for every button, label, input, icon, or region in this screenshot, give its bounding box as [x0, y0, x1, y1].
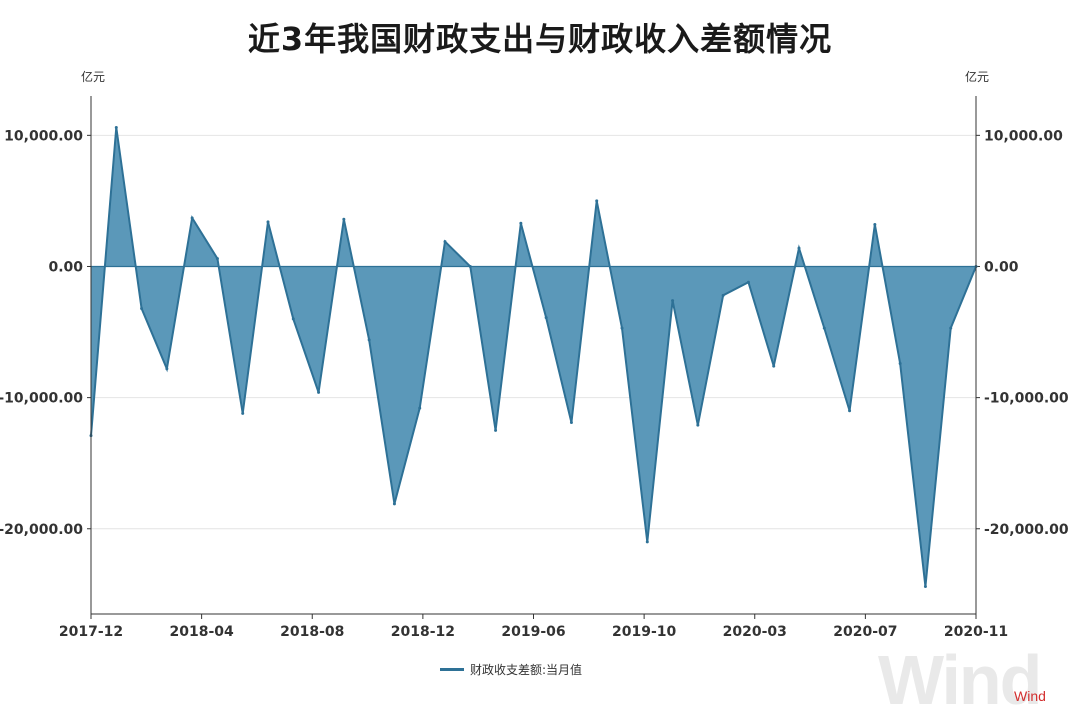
- wind-brand: Wind: [1014, 688, 1046, 704]
- data-point: [898, 362, 902, 366]
- right-axis-unit: 亿元: [965, 70, 990, 84]
- data-point: [873, 223, 877, 227]
- legend-label: 财政收支差额:当月值: [470, 662, 583, 677]
- x-tick-label: 2017-12: [59, 624, 123, 640]
- y-tick-label-left: 10,000.00: [4, 128, 83, 144]
- x-tick-label: 2019-10: [612, 624, 677, 640]
- x-tick-label: 2020-03: [723, 624, 787, 640]
- data-point: [949, 326, 953, 330]
- data-point: [215, 257, 219, 261]
- y-tick-label-left: -10,000.00: [0, 391, 83, 407]
- data-point: [544, 316, 548, 320]
- x-tick-label: 2018-04: [169, 624, 234, 640]
- series-line: [90, 127, 977, 587]
- y-tick-label-right: 0.00: [984, 259, 1019, 275]
- series-area: [91, 127, 976, 587]
- x-tick-label: 2020-07: [833, 624, 897, 640]
- y-tick-label-left: -20,000.00: [0, 522, 83, 538]
- data-point: [595, 199, 599, 203]
- y-tick-label-left: 0.00: [48, 259, 83, 275]
- data-point: [923, 584, 927, 588]
- data-point: [241, 411, 245, 415]
- data-point: [392, 502, 396, 506]
- data-point: [291, 317, 295, 321]
- legend[interactable]: 财政收支差额:当月值: [440, 660, 582, 678]
- y-tick-label-right: 10,000.00: [984, 128, 1063, 144]
- data-point: [266, 220, 270, 224]
- data-point: [822, 326, 826, 330]
- data-point: [569, 421, 573, 425]
- data-point: [443, 240, 447, 244]
- data-point: [519, 221, 523, 225]
- chart-title: 近3年我国财政支出与财政收入差额情况: [247, 20, 833, 58]
- y-tick-label-right: -20,000.00: [984, 522, 1069, 538]
- data-point: [848, 409, 852, 413]
- data-point: [797, 246, 801, 250]
- data-point: [342, 217, 346, 221]
- x-tick-label: 2020-11: [944, 624, 1008, 640]
- x-tick-label: 2018-08: [280, 624, 344, 640]
- data-point: [140, 306, 144, 310]
- data-point: [418, 406, 422, 410]
- data-point: [367, 338, 371, 342]
- data-point: [671, 299, 675, 303]
- data-point: [468, 264, 472, 268]
- data-point: [165, 367, 169, 371]
- data-point: [190, 216, 194, 220]
- data-point: [494, 428, 498, 432]
- left-axis-unit: 亿元: [81, 70, 106, 84]
- data-point: [746, 280, 750, 284]
- x-tick-label: 2019-06: [501, 624, 565, 640]
- data-point: [620, 326, 624, 330]
- legend-swatch: [440, 667, 464, 671]
- data-point: [696, 423, 700, 427]
- data-point: [772, 364, 776, 368]
- y-tick-label-right: -10,000.00: [984, 391, 1069, 407]
- data-point: [114, 125, 118, 129]
- data-point: [317, 390, 321, 394]
- data-point: [645, 540, 649, 544]
- data-point: [721, 293, 725, 297]
- x-tick-label: 2018-12: [391, 624, 455, 640]
- wind-watermark: Wind: [878, 641, 1042, 719]
